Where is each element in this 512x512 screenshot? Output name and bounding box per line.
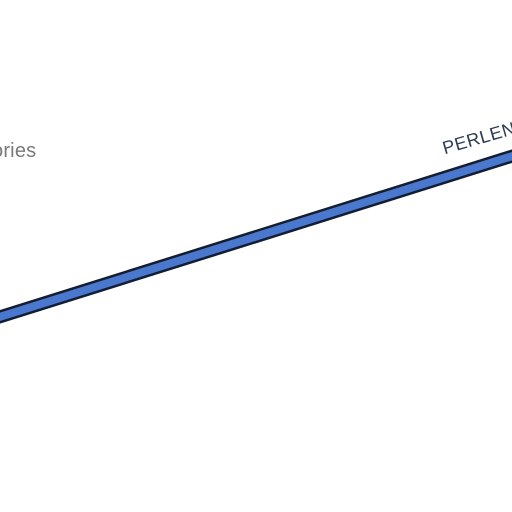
poi-label: ories (0, 140, 37, 162)
highway-road-fill (0, 151, 512, 322)
highway-road[interactable] (0, 149, 512, 324)
